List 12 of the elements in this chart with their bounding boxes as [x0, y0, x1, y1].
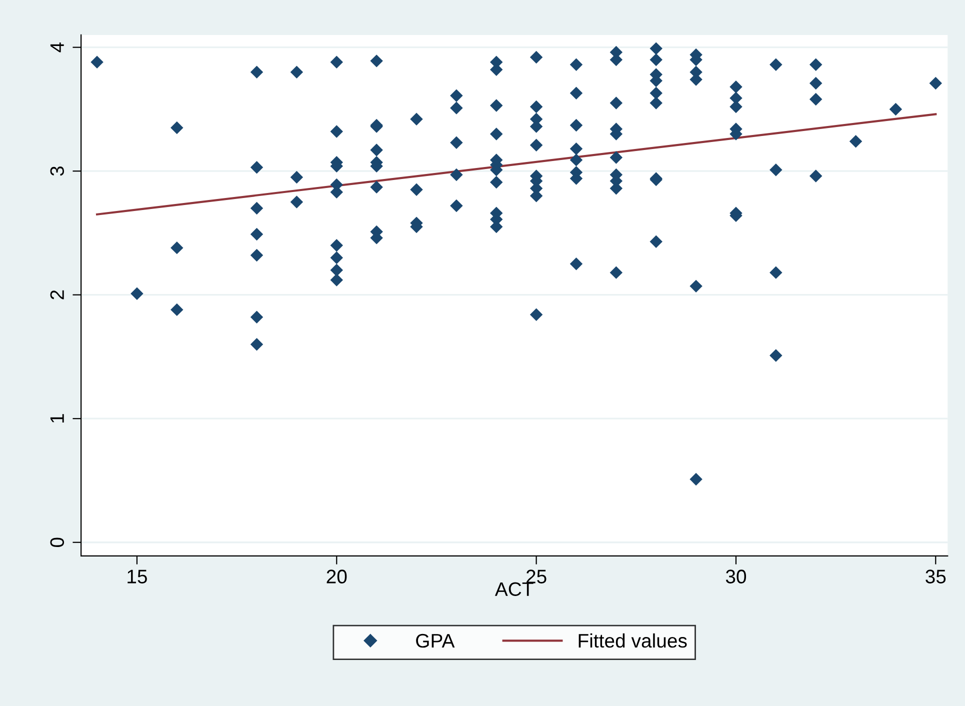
y-tick-label: 0	[50, 538, 64, 548]
x-tick-label: 20	[326, 570, 347, 584]
x-axis-title: ACT	[494, 582, 534, 596]
legend-label: GPA	[416, 634, 455, 648]
y-tick-label: 3	[50, 166, 64, 176]
legend-label: Fitted values	[578, 633, 687, 648]
y-tick-label: 4	[50, 42, 64, 52]
x-tick-label: 30	[726, 570, 746, 584]
y-tick-label: 2	[50, 290, 64, 300]
x-tick-label: 35	[926, 570, 946, 584]
y-tick-label: 1	[50, 414, 64, 423]
x-tick-label: 15	[128, 570, 147, 584]
